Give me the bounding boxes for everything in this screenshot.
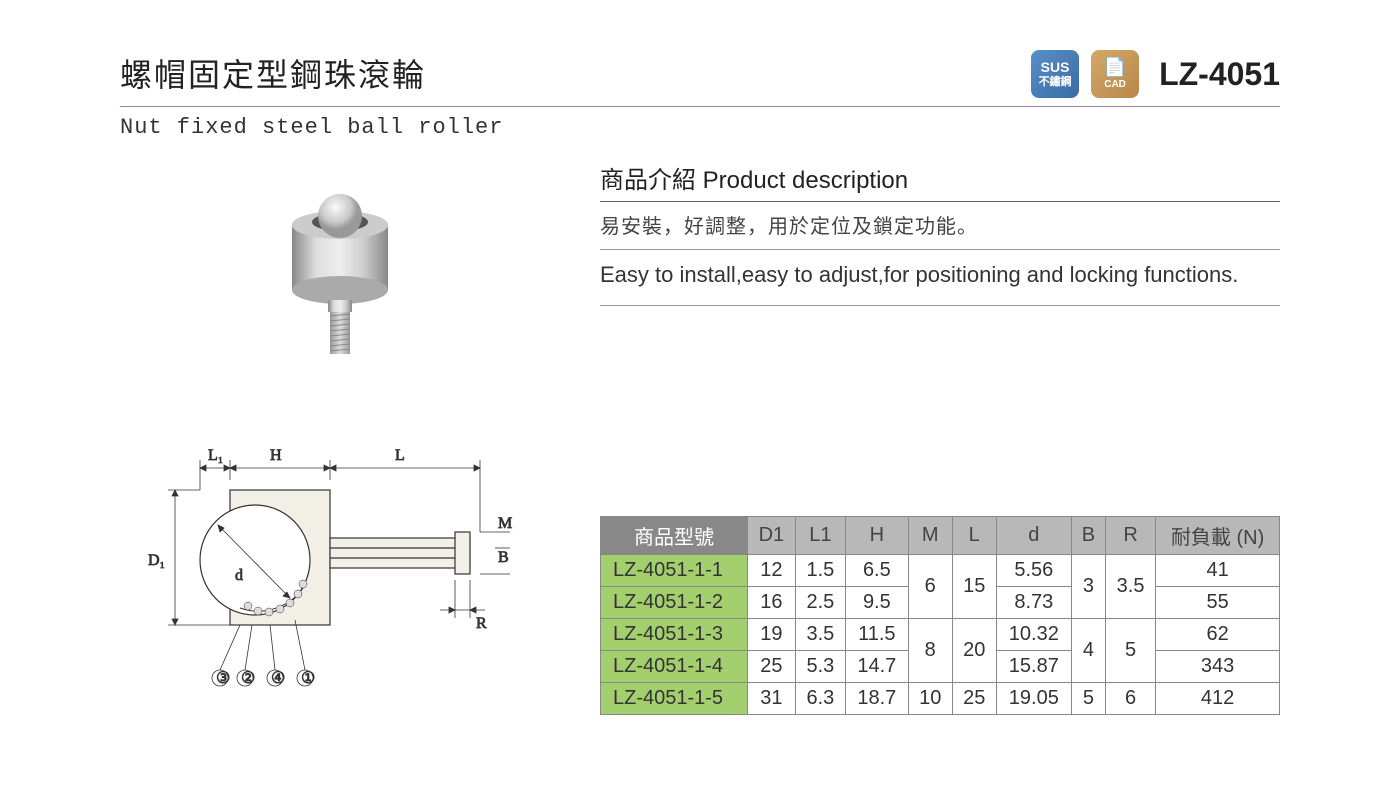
dim-B: B [498,549,509,566]
cell: 5.56 [996,555,1071,587]
cell: 5 [1071,683,1105,715]
cell: 3.5 [795,619,845,651]
table-header-row: 商品型號 D1 L1 H M L d B R 耐負載 (N) [601,517,1280,555]
cell-model: LZ-4051-1-2 [601,587,748,619]
dim-D1: D₁ [148,552,165,569]
cell: 3 [1071,555,1105,619]
callout-1: ① [301,670,315,687]
cell-model: LZ-4051-1-3 [601,619,748,651]
cell: 8.73 [996,587,1071,619]
sus-badge-top: SUS [1041,59,1070,76]
cell: 25 [747,651,795,683]
part-number: LZ-4051 [1159,56,1280,93]
dim-L: L [395,447,405,464]
th-l1: L1 [795,517,845,555]
spec-table: 商品型號 D1 L1 H M L d B R 耐負載 (N) LZ-4051-1… [600,516,1280,715]
dim-M: M [498,515,512,532]
cell-model: LZ-4051-1-4 [601,651,748,683]
dim-R: R [476,615,487,632]
cell: 25 [952,683,996,715]
cad-badge-label: CAD [1104,79,1126,91]
cell: 6.5 [845,555,908,587]
cell: 6 [1105,683,1155,715]
cell: 10 [908,683,952,715]
sus-badge: SUS 不鏽鋼 [1031,50,1079,98]
dim-H: H [270,447,282,464]
cell: 19.05 [996,683,1071,715]
cell-model: LZ-4051-1-5 [601,683,748,715]
cell: 16 [747,587,795,619]
description-heading: 商品介紹 Product description [600,160,1280,202]
technical-diagram: L₁ H L D₁ d M B R ③ ② [120,420,560,720]
th-b: B [1071,517,1105,555]
subtitle-english: Nut fixed steel ball roller [120,115,1280,140]
th-r: R [1105,517,1155,555]
cell: 10.32 [996,619,1071,651]
callout-4: ④ [271,670,285,687]
cell: 55 [1156,587,1280,619]
cell: 11.5 [845,619,908,651]
cell: 5.3 [795,651,845,683]
header-right: SUS 不鏽鋼 📄 CAD LZ-4051 [1031,50,1280,98]
th-load: 耐負載 (N) [1156,517,1280,555]
th-m: M [908,517,952,555]
cell: 20 [952,619,996,683]
th-h: H [845,517,908,555]
cell: 31 [747,683,795,715]
dim-L1: L₁ [208,447,223,464]
table-row: LZ-4051-1-5 31 6.3 18.7 10 25 19.05 5 6 … [601,683,1280,715]
product-photo [120,180,560,380]
content-area: L₁ H L D₁ d M B R ③ ② [120,160,1280,720]
left-column: L₁ H L D₁ d M B R ③ ② [120,160,560,720]
description-chinese: 易安裝，好調整，用於定位及鎖定功能。 [600,210,1280,250]
cell: 5 [1105,619,1155,683]
cell: 19 [747,619,795,651]
cell: 4 [1071,619,1105,683]
th-d1: D1 [747,517,795,555]
dim-d: d [235,567,243,584]
title-chinese: 螺帽固定型鋼珠滾輪 [120,50,426,96]
cell: 62 [1156,619,1280,651]
th-d: d [996,517,1071,555]
table-row: LZ-4051-1-1 12 1.5 6.5 6 15 5.56 3 3.5 4… [601,555,1280,587]
th-l: L [952,517,996,555]
cell: 1.5 [795,555,845,587]
cell: 18.7 [845,683,908,715]
cell: 6.3 [795,683,845,715]
cell: 6 [908,555,952,619]
callout-3: ③ [216,670,230,687]
cell-model: LZ-4051-1-1 [601,555,748,587]
cell: 2.5 [795,587,845,619]
cell: 14.7 [845,651,908,683]
cad-file-icon: 📄 [1104,57,1126,79]
cell: 412 [1156,683,1280,715]
sus-badge-bottom: 不鏽鋼 [1039,76,1072,89]
cell: 41 [1156,555,1280,587]
cell: 8 [908,619,952,683]
table-row: LZ-4051-1-3 19 3.5 11.5 8 20 10.32 4 5 6… [601,619,1280,651]
cell: 12 [747,555,795,587]
right-column: 商品介紹 Product description 易安裝，好調整，用於定位及鎖定… [600,160,1280,720]
description-english: Easy to install,easy to adjust,for posit… [600,258,1280,306]
cell: 15 [952,555,996,619]
th-model: 商品型號 [601,517,748,555]
cell: 343 [1156,651,1280,683]
cell: 3.5 [1105,555,1155,619]
cad-badge: 📄 CAD [1091,50,1139,98]
cell: 9.5 [845,587,908,619]
callout-2: ② [241,670,255,687]
cell: 15.87 [996,651,1071,683]
page-header: 螺帽固定型鋼珠滾輪 SUS 不鏽鋼 📄 CAD LZ-4051 [120,50,1280,107]
